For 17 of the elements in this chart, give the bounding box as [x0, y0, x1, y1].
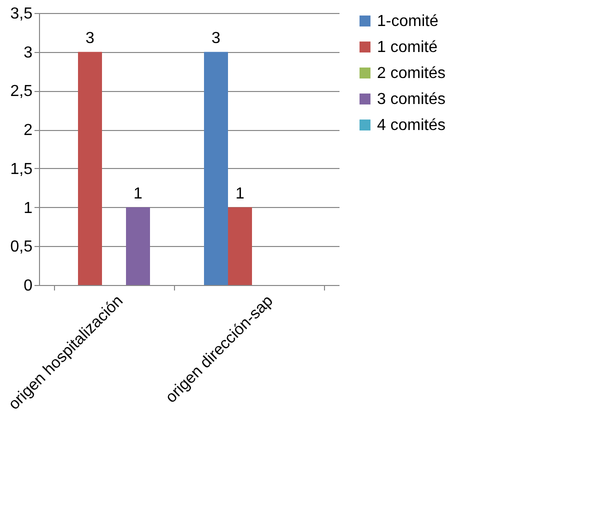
y-tick-label: 3: [24, 44, 33, 62]
y-tick-label: 2,5: [10, 83, 33, 100]
y-tick-label: 3,5: [10, 6, 33, 22]
data-label: 3: [86, 30, 95, 47]
legend-label: 3 comités: [377, 91, 446, 108]
y-tick-label: 1,5: [10, 160, 33, 178]
data-label: 3: [212, 30, 221, 47]
y-tick-label: 2: [24, 122, 33, 140]
y-tick-label: 0: [24, 278, 33, 294]
legend-label: 2 comités: [377, 65, 446, 82]
y-tick-label: 0,5: [10, 238, 33, 256]
y-tick-label: 1: [24, 200, 33, 217]
data-label: 1: [134, 185, 143, 202]
legend-label: 4 comités: [377, 117, 446, 134]
data-label: 1: [236, 185, 245, 202]
legend-label: 1-comité: [377, 13, 438, 30]
legend-label: 1 comité: [377, 39, 438, 56]
